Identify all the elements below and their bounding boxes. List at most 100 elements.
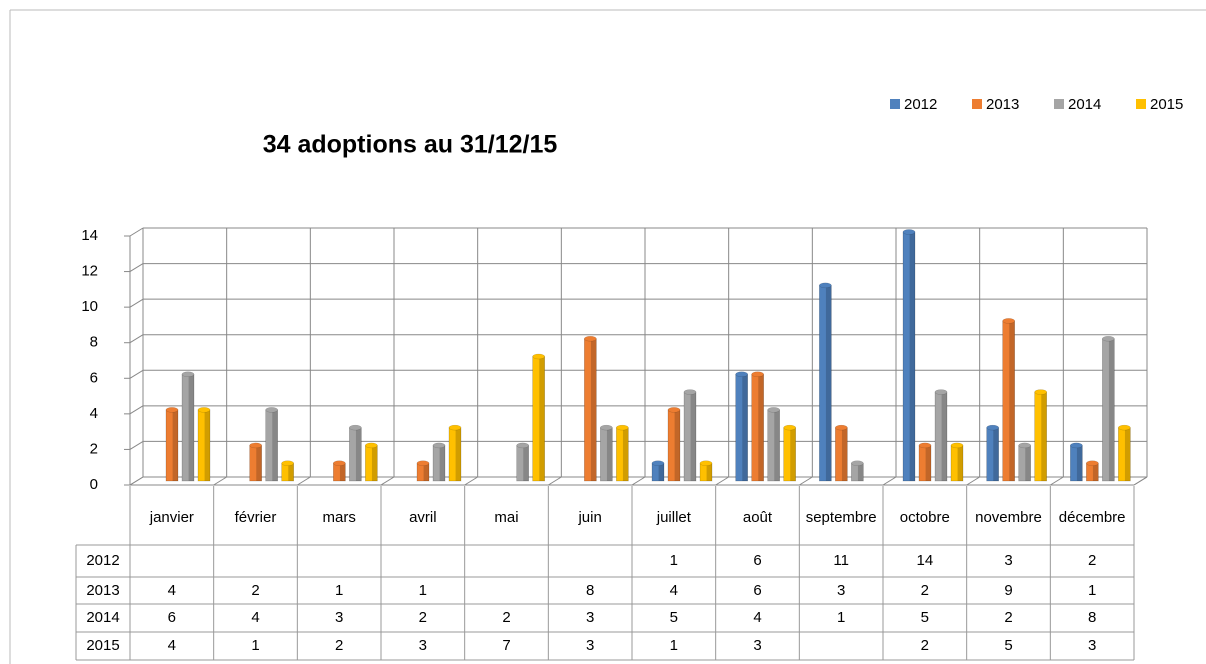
bar-top [819, 282, 832, 289]
bar-shade [841, 427, 848, 481]
bar-shade [590, 338, 597, 481]
grid-line [1133, 476, 1148, 486]
table-cell: 11 [833, 552, 849, 569]
grid-line [129, 334, 144, 344]
table-cell: 3 [334, 609, 344, 626]
legend-label: 2014 [1068, 96, 1101, 113]
bar-top [851, 460, 864, 466]
bar-shade [758, 374, 764, 481]
bar-shade [1009, 320, 1015, 481]
table-cell: 3 [585, 609, 595, 626]
bar-top [1086, 460, 1099, 466]
table-cell: 3 [1004, 552, 1013, 569]
bar-shade [371, 445, 378, 481]
bar-shade [455, 427, 461, 481]
bar-top [516, 442, 529, 449]
table-cell: 1 [251, 637, 260, 654]
legend-label: 2012 [904, 96, 937, 113]
table-cell: 1 [669, 552, 678, 569]
bar-shade [423, 463, 429, 481]
table-cell: 6 [167, 609, 176, 626]
bar-top [181, 371, 195, 378]
table-cell: 9 [1004, 581, 1013, 599]
bar-shade [857, 463, 864, 481]
bar-shade [355, 427, 362, 481]
grid-line [129, 476, 144, 486]
bar-top [950, 442, 964, 449]
table-cell: 3 [836, 581, 846, 599]
bar-shade [1108, 338, 1115, 481]
x-tick-label: septembre [805, 508, 877, 526]
grid-line [882, 476, 897, 486]
bar-shade [539, 356, 545, 481]
x-tick-label: novembre [975, 508, 1042, 526]
bar-shade [606, 427, 613, 481]
table-cell: 2 [251, 581, 260, 599]
table-cell: 1 [669, 637, 678, 654]
table-cell: 6 [753, 581, 762, 599]
bar-top [783, 424, 796, 431]
grid-line [799, 476, 813, 486]
grid-line [1050, 476, 1064, 486]
x-tick-label: février [234, 508, 277, 526]
legend-swatch [890, 99, 900, 109]
table-cell: 2 [502, 609, 511, 626]
bar-top [249, 442, 262, 449]
bar-top [751, 371, 764, 378]
grid-line [380, 476, 395, 486]
table-row-label: 2012 [86, 552, 120, 569]
x-tick-label: juillet [656, 508, 691, 526]
bar-top [667, 407, 681, 413]
legend-label: 2015 [1150, 96, 1183, 113]
bar-shade [204, 409, 210, 481]
bar-top [918, 442, 932, 449]
bar-top [365, 442, 378, 449]
bar-shade [825, 285, 832, 481]
legend-swatch [1054, 99, 1064, 109]
bar-shade [790, 427, 796, 481]
bar-shade [1092, 463, 1099, 481]
table-cell: 4 [753, 609, 762, 626]
bar-top [584, 335, 597, 342]
grid-line [129, 298, 144, 308]
grid-line [129, 441, 144, 450]
bar-top [532, 353, 545, 360]
y-tick-label: 6 [90, 369, 98, 386]
bar-shade [439, 445, 445, 481]
table-cell: 1 [334, 581, 344, 599]
bar-top [616, 424, 629, 431]
bar-shade [288, 463, 294, 481]
table-cell: 3 [418, 637, 427, 654]
y-tick-label: 2 [90, 440, 98, 457]
grid-line [129, 227, 144, 237]
bar-top [600, 424, 613, 431]
x-tick-label: avril [409, 508, 437, 526]
y-tick-label: 14 [81, 227, 98, 244]
y-tick-label: 10 [81, 298, 98, 315]
grid-line [464, 476, 478, 486]
bar-top [651, 460, 665, 466]
x-tick-label: août [742, 508, 773, 526]
grid-line [129, 369, 144, 379]
table-cell: 7 [502, 637, 511, 654]
grid-line [129, 405, 144, 415]
table-cell: 2 [920, 637, 929, 654]
bar-shade [706, 463, 712, 481]
legend-swatch [1136, 99, 1146, 109]
bar-shade [674, 409, 680, 481]
table-cell: 1 [1087, 581, 1097, 599]
bar-top [1018, 442, 1031, 449]
legend-swatch [972, 99, 982, 109]
bar-top [432, 442, 446, 449]
bar-shade [1025, 445, 1031, 481]
table-cell: 6 [753, 552, 762, 569]
grid-line [129, 263, 144, 272]
bar-top [902, 229, 916, 235]
x-tick-label: décembre [1058, 508, 1126, 526]
x-tick-label: juin [578, 508, 602, 526]
bar-top [165, 407, 179, 413]
bar-shade [272, 409, 278, 481]
bar-top [1118, 424, 1131, 431]
grid-line [548, 476, 562, 486]
